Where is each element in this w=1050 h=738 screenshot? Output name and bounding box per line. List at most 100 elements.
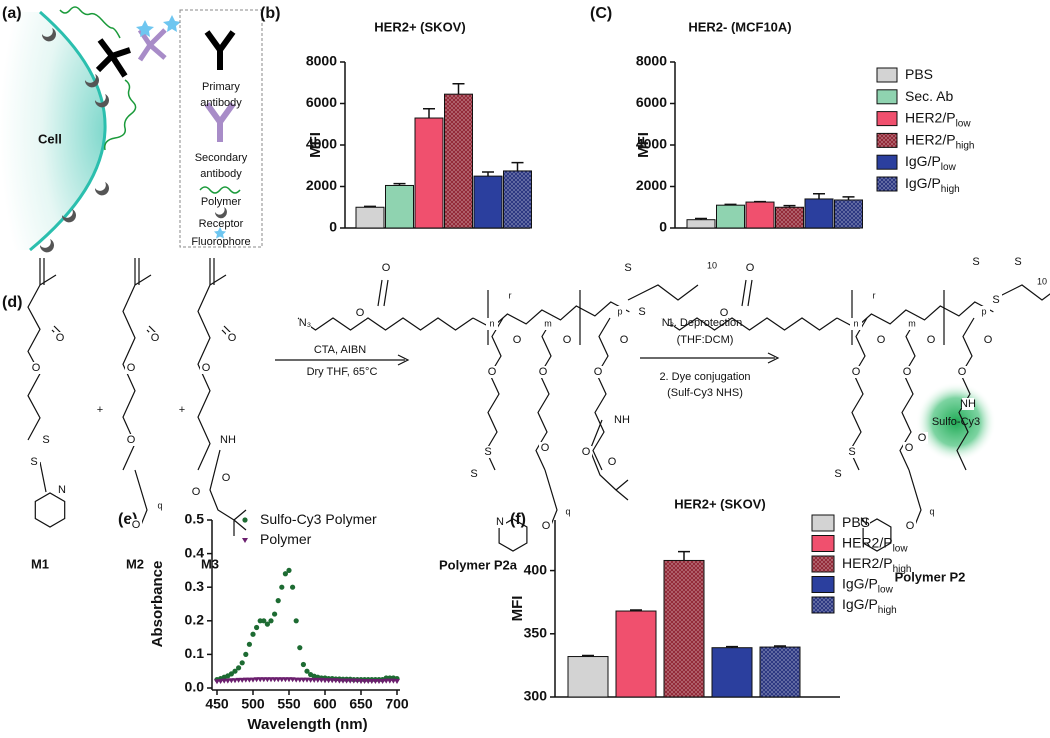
atom-label: O [127, 362, 136, 374]
plus-sign: + [179, 404, 185, 416]
bar [567, 656, 609, 698]
panel-label: (b) [260, 5, 280, 22]
atom-bg [850, 366, 862, 378]
atom-label: q [157, 500, 162, 510]
point [379, 678, 386, 684]
error-bar [511, 161, 524, 171]
legend-swatch [876, 111, 898, 127]
atom-label: O [192, 486, 201, 498]
point [243, 651, 249, 658]
atom-label: NH [960, 398, 976, 410]
bond [741, 279, 753, 307]
atom-bg [614, 306, 626, 318]
atom-label: N₃ [662, 317, 674, 329]
error-bar [695, 217, 707, 220]
atom-bg [200, 362, 212, 374]
y-tick-label: 350 [524, 624, 548, 640]
point [250, 677, 256, 683]
atom-bg [299, 317, 311, 329]
y-tick-label: 6000 [636, 94, 667, 110]
legend-swatch [811, 596, 835, 614]
bond [485, 317, 504, 471]
atom-label: O [132, 519, 141, 531]
bond [209, 449, 247, 536]
legend-sub: low [893, 544, 909, 555]
atom-label: O [958, 366, 967, 378]
atom-label: O [382, 262, 391, 274]
bond [991, 284, 1050, 301]
panel-label: (a) [2, 5, 22, 22]
error-bar [452, 83, 465, 95]
error-bar [813, 193, 825, 199]
atom-bg [354, 307, 366, 319]
atom-label: O [594, 366, 603, 378]
point [297, 645, 303, 651]
error-bar [364, 205, 376, 208]
legend-name: IgG/P [905, 175, 941, 191]
atom-label: O [151, 332, 160, 344]
bar [686, 219, 716, 229]
bar [444, 93, 473, 229]
x-tick-label: 650 [349, 696, 373, 712]
atom-label: O [202, 362, 211, 374]
atom-bg [916, 432, 928, 444]
atom-label: S [972, 256, 979, 268]
atom-bg [220, 472, 232, 484]
legend-swatch [876, 132, 898, 148]
key-label: Secondary [195, 152, 248, 164]
y-tick-label: 0.2 [185, 612, 205, 628]
reagent: (Sulf-Cy3 NHS) [667, 387, 743, 399]
point [394, 678, 400, 684]
atom-bg [846, 446, 858, 458]
atom-bg [592, 366, 604, 378]
legend-name: PBS [842, 514, 870, 530]
atom-label: p [617, 306, 622, 316]
bar [355, 206, 385, 229]
atom-bg [982, 334, 994, 346]
legend-name: IgG/P [842, 596, 878, 612]
x-tick-label: 500 [241, 696, 265, 712]
atom-bg [904, 520, 916, 532]
bond [134, 258, 152, 286]
error-bar [842, 196, 855, 200]
legend-label: IgG/Phigh [905, 175, 960, 195]
atom-bg [54, 332, 66, 344]
reaction-arrow [275, 354, 410, 366]
key-label: antibody [200, 168, 242, 180]
y-tick-label: 0.5 [185, 511, 205, 527]
atom-label: S [470, 468, 477, 480]
point [214, 679, 220, 685]
atom-label: S [1014, 256, 1021, 268]
bond [851, 290, 945, 345]
atom-label: O [720, 307, 729, 319]
y-axis-label: Absorbance [149, 561, 166, 648]
bond [297, 317, 474, 331]
legend-name: Polymer [260, 531, 312, 547]
atom-label: S [30, 456, 37, 468]
legend-marker [242, 517, 248, 523]
bar [804, 198, 834, 229]
fluorophore [136, 15, 181, 37]
legend-label: PBS [842, 514, 870, 530]
atom-bg [190, 486, 202, 498]
cell-label: Cell [38, 131, 62, 146]
y-tick-label: 0 [329, 219, 337, 235]
key-secondary-icon [204, 102, 236, 142]
key-label: Receptor [199, 218, 244, 230]
atom-bg [850, 318, 862, 330]
atom-bg [504, 290, 516, 302]
point [293, 618, 299, 624]
reagent: Dry THF, 65°C [307, 366, 378, 378]
atom-label: O [222, 472, 231, 484]
atom-label: O [228, 332, 237, 344]
atom-label: N [860, 516, 868, 528]
point [232, 678, 238, 684]
atom-label: O [356, 307, 365, 319]
key-label: antibody [200, 97, 242, 109]
point [282, 571, 288, 577]
y-tick-label: 400 [524, 561, 548, 577]
error-bar [630, 609, 642, 612]
bond [34, 492, 66, 528]
atom-bg [858, 516, 870, 528]
